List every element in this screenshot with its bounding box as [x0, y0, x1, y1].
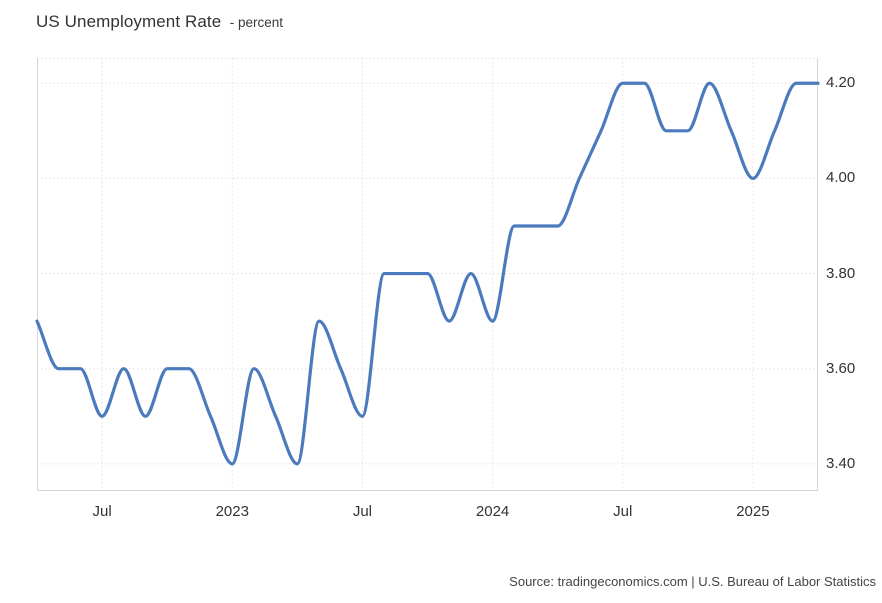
y-tick-label: 3.40 [826, 454, 856, 472]
y-tick-label: 4.00 [826, 169, 856, 187]
y-tick-label: 3.60 [826, 359, 856, 377]
plot-area[interactable] [35, 58, 820, 491]
chart-header: US Unemployment Rate - percent [36, 12, 283, 32]
chart-title: US Unemployment Rate [36, 12, 222, 31]
x-tick-label: 2023 [215, 503, 249, 520]
plot-svg[interactable] [35, 58, 820, 491]
x-tick-label: Jul [613, 503, 633, 520]
x-tick-label: 2025 [736, 503, 770, 520]
chart-subtitle: - percent [229, 15, 284, 30]
y-tick-label: 4.20 [826, 74, 856, 92]
series-line[interactable] [35, 81, 820, 466]
y-tick-label: 3.80 [826, 264, 856, 282]
source-attribution: Source: tradingeconomics.com | U.S. Bure… [509, 574, 876, 589]
x-tick-label: Jul [352, 503, 372, 520]
x-tick-label: Jul [92, 503, 112, 520]
x-tick-label: 2024 [475, 503, 510, 520]
